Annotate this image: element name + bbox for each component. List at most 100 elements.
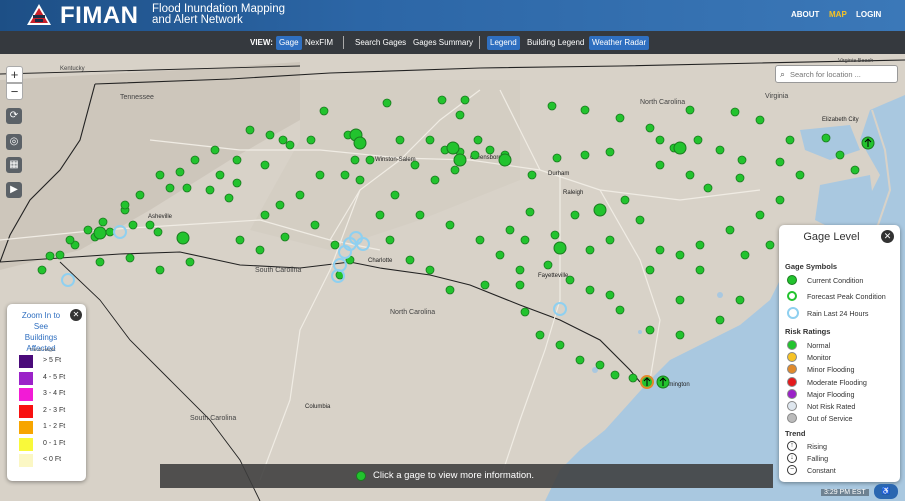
rain-gage-marker[interactable]	[356, 237, 370, 251]
gage-marker[interactable]	[610, 370, 620, 380]
gage-marker[interactable]	[775, 195, 785, 205]
gage-marker[interactable]	[593, 203, 607, 217]
gage-marker[interactable]	[232, 155, 242, 165]
gage-marker[interactable]	[475, 235, 485, 245]
trend-marker[interactable]	[861, 136, 875, 150]
gage-marker[interactable]	[470, 150, 480, 160]
gage-marker[interactable]	[255, 245, 265, 255]
gage-marker[interactable]	[453, 153, 467, 167]
gage-marker[interactable]	[83, 225, 93, 235]
gage-marker[interactable]	[498, 153, 512, 167]
tab-gage[interactable]: Gage	[276, 36, 302, 50]
gage-marker[interactable]	[565, 275, 575, 285]
gage-marker[interactable]	[265, 130, 275, 140]
gage-marker[interactable]	[190, 155, 200, 165]
gage-marker[interactable]	[543, 260, 553, 270]
nav-about-link[interactable]: ABOUT	[791, 10, 820, 19]
gage-marker[interactable]	[365, 155, 375, 165]
gage-marker[interactable]	[675, 330, 685, 340]
gage-marker[interactable]	[703, 183, 713, 193]
gage-marker[interactable]	[570, 210, 580, 220]
gage-marker[interactable]	[210, 145, 220, 155]
gage-marker[interactable]	[155, 170, 165, 180]
gage-marker[interactable]	[628, 373, 638, 383]
gage-marker[interactable]	[775, 157, 785, 167]
gage-marker[interactable]	[715, 315, 725, 325]
gage-marker[interactable]	[405, 255, 415, 265]
gage-marker[interactable]	[155, 265, 165, 275]
gage-marker[interactable]	[553, 241, 567, 255]
gage-marker[interactable]	[128, 220, 138, 230]
gage-marker[interactable]	[547, 101, 557, 111]
gage-marker[interactable]	[430, 175, 440, 185]
gage-marker[interactable]	[645, 123, 655, 133]
gage-marker[interactable]	[232, 178, 242, 188]
gage-marker[interactable]	[310, 220, 320, 230]
gage-marker[interactable]	[390, 190, 400, 200]
gage-marker[interactable]	[505, 225, 515, 235]
gage-marker[interactable]	[515, 265, 525, 275]
search-gages-button[interactable]: Search Gages	[355, 38, 407, 47]
gage-marker[interactable]	[685, 170, 695, 180]
gages-summary-button[interactable]: Gages Summary	[413, 38, 474, 47]
trend-marker[interactable]	[656, 375, 670, 389]
gage-marker[interactable]	[245, 125, 255, 135]
gage-marker[interactable]	[585, 245, 595, 255]
gage-marker[interactable]	[65, 235, 75, 245]
grid-button[interactable]: ▦	[6, 157, 22, 173]
rain-gage-marker[interactable]	[553, 302, 567, 316]
gage-marker[interactable]	[735, 173, 745, 183]
gage-marker[interactable]	[175, 167, 185, 177]
gage-marker[interactable]	[37, 265, 47, 275]
rain-gage-marker[interactable]	[338, 245, 352, 259]
gage-marker[interactable]	[785, 135, 795, 145]
gage-marker[interactable]	[480, 280, 490, 290]
gage-marker[interactable]	[595, 360, 605, 370]
gage-marker[interactable]	[315, 170, 325, 180]
gage-marker[interactable]	[450, 165, 460, 175]
zoom-out-button[interactable]: −	[6, 83, 23, 100]
gage-marker[interactable]	[215, 170, 225, 180]
gage-marker[interactable]	[185, 257, 195, 267]
gage-marker[interactable]	[45, 251, 55, 261]
buildings-legend-close-button[interactable]: ✕	[70, 309, 82, 321]
gage-marker[interactable]	[353, 136, 367, 150]
gage-marker[interactable]	[235, 235, 245, 245]
gage-marker[interactable]	[515, 280, 525, 290]
gage-marker[interactable]	[385, 235, 395, 245]
gage-marker[interactable]	[605, 290, 615, 300]
gage-marker[interactable]	[278, 135, 288, 145]
gage-marker[interactable]	[655, 160, 665, 170]
gage-marker[interactable]	[340, 170, 350, 180]
gage-marker[interactable]	[125, 253, 135, 263]
gage-marker[interactable]	[580, 150, 590, 160]
zoom-in-button[interactable]: +	[6, 66, 23, 83]
gage-marker[interactable]	[585, 285, 595, 295]
gage-marker[interactable]	[260, 210, 270, 220]
tab-nexfim[interactable]: NexFIM	[305, 38, 333, 47]
map-canvas[interactable]: Tennessee Kentucky Virginia Virginia Bea…	[0, 54, 905, 501]
gage-marker[interactable]	[535, 330, 545, 340]
gage-marker[interactable]	[445, 220, 455, 230]
gage-marker[interactable]	[527, 170, 537, 180]
gage-marker[interactable]	[755, 210, 765, 220]
gage-marker[interactable]	[425, 265, 435, 275]
gage-marker[interactable]	[446, 141, 460, 155]
gage-marker[interactable]	[715, 145, 725, 155]
gage-marker[interactable]	[306, 135, 316, 145]
location-search[interactable]: ⌕	[775, 65, 898, 83]
gage-marker[interactable]	[615, 305, 625, 315]
gage-marker[interactable]	[382, 98, 392, 108]
gage-marker[interactable]	[675, 295, 685, 305]
gage-marker[interactable]	[575, 355, 585, 365]
gage-marker[interactable]	[460, 95, 470, 105]
gage-marker[interactable]	[495, 250, 505, 260]
gage-marker[interactable]	[673, 141, 687, 155]
gage-marker[interactable]	[295, 190, 305, 200]
gage-marker[interactable]	[145, 220, 155, 230]
gage-marker[interactable]	[224, 193, 234, 203]
weather-radar-toggle[interactable]: Weather Radar	[589, 36, 650, 50]
gage-marker[interactable]	[645, 325, 655, 335]
gage-marker[interactable]	[725, 225, 735, 235]
rain-gage-marker[interactable]	[113, 225, 127, 239]
